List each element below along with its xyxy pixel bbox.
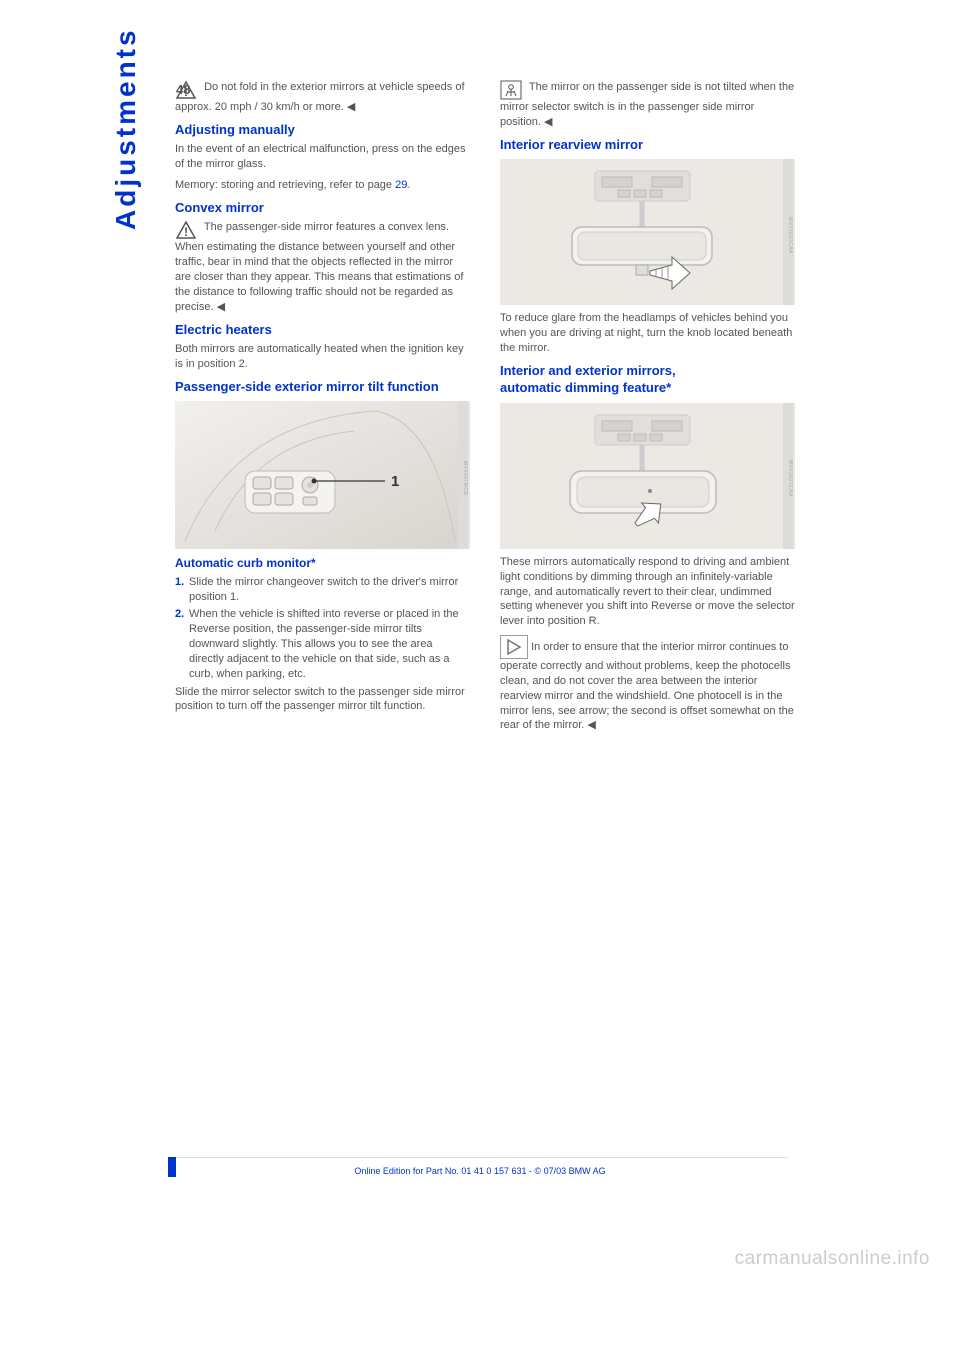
para-curb-end: Slide the mirror selector switch to the … (175, 685, 470, 715)
info-block-1: The mirror on the passenger side is not … (500, 80, 795, 130)
footer-bar: Online Edition for Part No. 01 41 0 157 … (172, 1157, 788, 1180)
warning-2-text: The passenger-side mirror features a con… (175, 221, 463, 312)
figure-image-2: MV0382TCAA (500, 159, 795, 305)
svg-text:1: 1 (391, 473, 399, 490)
list-text-2: When the vehicle is shifted into reverse… (189, 607, 470, 681)
section-tab: Adjustments (110, 27, 142, 230)
page: 48 Adjustments ! Do not fold in the exte… (0, 0, 960, 1358)
para-heaters: Both mirrors are automatically heated wh… (175, 342, 470, 372)
para-auto-1: These mirrors automatically respond to d… (500, 555, 795, 629)
heading-adjust-manually: Adjusting manually (175, 121, 470, 139)
heading-interior-mirror: Interior rearview mirror (500, 136, 795, 154)
warning-icon: ! (175, 220, 197, 240)
warning-1-text: Do not fold in the exterior mirrors at v… (175, 81, 465, 113)
footer-accent (168, 1157, 176, 1177)
list-item-1: 1. Slide the mirror changeover switch to… (175, 575, 470, 605)
warning-block-1: ! Do not fold in the exterior mirrors at… (175, 80, 470, 115)
list-item-2: 2. When the vehicle is shifted into reve… (175, 607, 470, 681)
info-icon (500, 80, 522, 100)
info-2-text: In order to ensure that the interior mir… (500, 641, 794, 731)
figure-auto-dim-mirror: MV0383TCAA (500, 403, 795, 549)
memory-suffix: . (407, 179, 410, 191)
para-adjust-manually: In the event of an electrical malfunctio… (175, 142, 470, 172)
info-block-2: In order to ensure that the interior mir… (500, 635, 795, 733)
list-text-1: Slide the mirror changeover switch to th… (189, 575, 470, 605)
figure-code: MV0382TCAA (783, 159, 793, 305)
warning-block-2: ! The passenger-side mirror features a c… (175, 220, 470, 314)
footer-text: Online Edition for Part No. 01 41 0 157 … (172, 1162, 788, 1180)
page-link-29[interactable]: 29 (395, 179, 407, 191)
page-number: 48 (176, 82, 190, 97)
memory-prefix: Memory: storing and retrieving, refer to… (175, 179, 395, 191)
end-mark: ◀ (347, 101, 355, 113)
figure-interior-mirror: MV0382TCAA (500, 159, 795, 305)
content-columns: ! Do not fold in the exterior mirrors at… (0, 80, 960, 739)
figure-image-1: 1 MV0387MCB (175, 401, 470, 549)
end-mark: ◀ (544, 116, 552, 128)
list-num-2: 2. (175, 607, 189, 681)
para-interior-1: To reduce glare from the headlamps of ve… (500, 311, 795, 356)
heading-heaters: Electric heaters (175, 321, 470, 339)
figure-code: MV0383TCAA (783, 403, 793, 549)
note-icon (500, 635, 528, 659)
right-column: The mirror on the passenger side is not … (500, 80, 795, 739)
heading-convex: Convex mirror (175, 199, 470, 217)
heading-tilt: Passenger-side exterior mirror tilt func… (175, 378, 470, 396)
list-num-1: 1. (175, 575, 189, 605)
figure-door-panel: 1 MV0387MCB (175, 401, 470, 549)
para-memory: Memory: storing and retrieving, refer to… (175, 178, 470, 193)
heading-curb-monitor: Automatic curb monitor* (175, 555, 470, 571)
heading-auto-dim-2: automatic dimming feature* (500, 379, 795, 397)
figure-code: MV0387MCB (458, 401, 468, 549)
left-column: ! Do not fold in the exterior mirrors at… (175, 80, 470, 739)
end-mark: ◀ (217, 301, 225, 313)
end-mark: ◀ (587, 719, 595, 731)
heading-auto-dim-1: Interior and exterior mirrors, (500, 362, 795, 380)
svg-text:!: ! (184, 225, 188, 239)
watermark: carmanualsonline.info (735, 1248, 930, 1270)
figure-image-3: MV0383TCAA (500, 403, 795, 549)
